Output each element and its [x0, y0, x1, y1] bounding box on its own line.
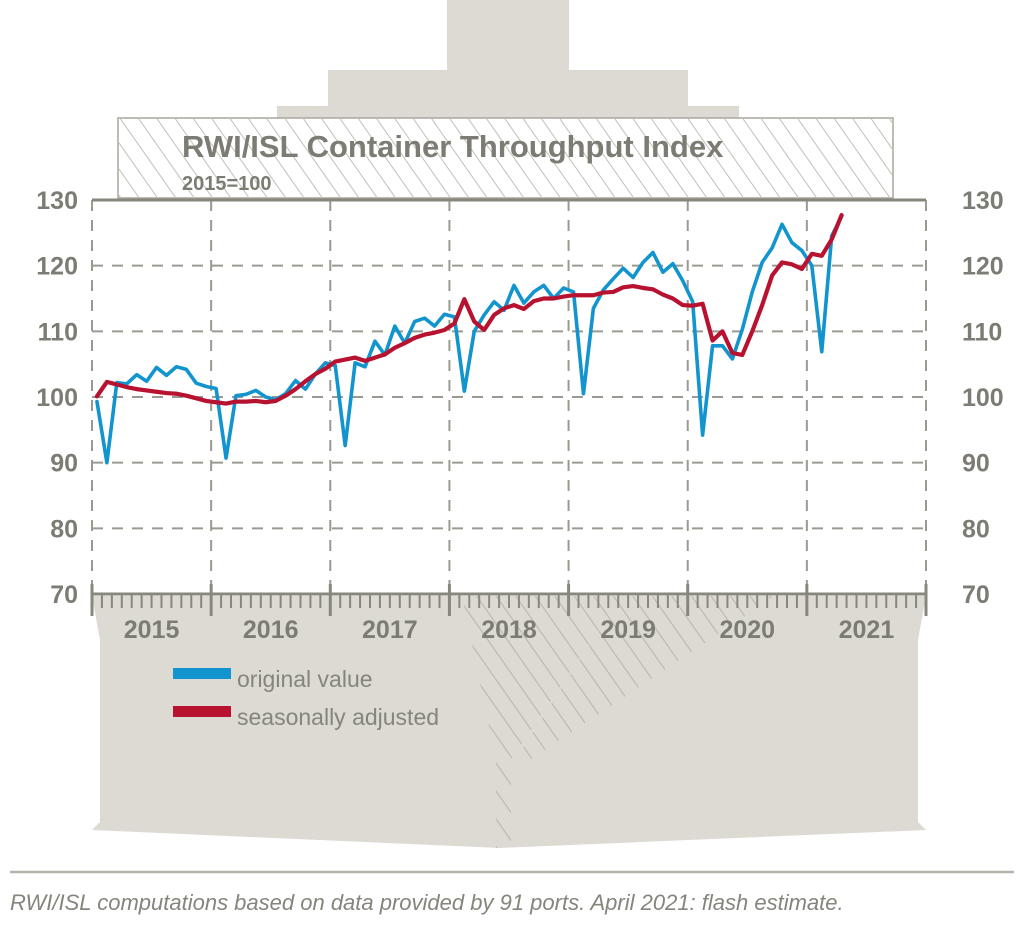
legend-label-original-value: original value — [237, 666, 373, 692]
y-axis-labels: 130 130 120 120 110 110 100 100 90 90 80 80 70 70 — [36, 187, 1003, 609]
y-tick-label-left: 110 — [38, 318, 78, 346]
page-subtitle: 2015=100 — [182, 173, 272, 195]
y-tick-label-right: 130 — [962, 187, 1004, 215]
x-axis-year-labels: 2015 2016 2017 2018 2019 2020 2021 — [124, 616, 895, 644]
data-series-layer — [94, 213, 844, 465]
x-tick-label-2016: 2016 — [243, 616, 299, 644]
y-tick-label-left: 130 — [36, 187, 78, 215]
legend-item-seasonally-adjusted[interactable]: seasonally adjusted — [173, 704, 439, 730]
legend-label-seasonally-adjusted: seasonally adjusted — [237, 704, 439, 730]
x-tick-label-2015: 2015 — [124, 616, 180, 644]
x-tick-label-2018: 2018 — [481, 616, 537, 644]
x-axis-tick-ruler — [90, 584, 928, 616]
chart-gridlines — [91, 200, 927, 595]
y-tick-label-right: 120 — [962, 253, 1004, 281]
chart-legend: original value seasonally adjusted — [173, 666, 439, 730]
x-tick-label-2017: 2017 — [362, 616, 418, 644]
line-swatch-icon — [173, 668, 231, 679]
title-banner: RWI/ISL Container Throughput Index 2015=… — [117, 117, 894, 199]
y-tick-label-left: 70 — [50, 581, 78, 609]
legend-item-original-value[interactable]: original value — [173, 666, 373, 692]
series-seasonally-adjusted — [94, 213, 844, 406]
y-tick-label-right: 70 — [962, 581, 990, 609]
x-tick-label-2019: 2019 — [600, 616, 656, 644]
series-original-value — [95, 214, 844, 465]
y-tick-label-right: 100 — [962, 384, 1004, 412]
y-tick-label-right: 90 — [962, 450, 990, 478]
y-tick-label-left: 90 — [50, 450, 78, 478]
x-tick-label-2021: 2021 — [839, 616, 895, 644]
footnote: RWI/ISL computations based on data provi… — [10, 890, 844, 915]
page-title: RWI/ISL Container Throughput Index — [182, 129, 724, 164]
y-tick-label-left: 100 — [36, 384, 78, 412]
x-tick-label-2020: 2020 — [719, 616, 775, 644]
y-tick-label-right: 110 — [962, 318, 1002, 346]
y-tick-label-left: 120 — [36, 253, 78, 281]
hull-hatch-wedge — [462, 596, 775, 848]
y-tick-label-left: 80 — [50, 515, 78, 543]
y-tick-label-right: 80 — [962, 515, 990, 543]
line-swatch-icon — [173, 706, 231, 717]
